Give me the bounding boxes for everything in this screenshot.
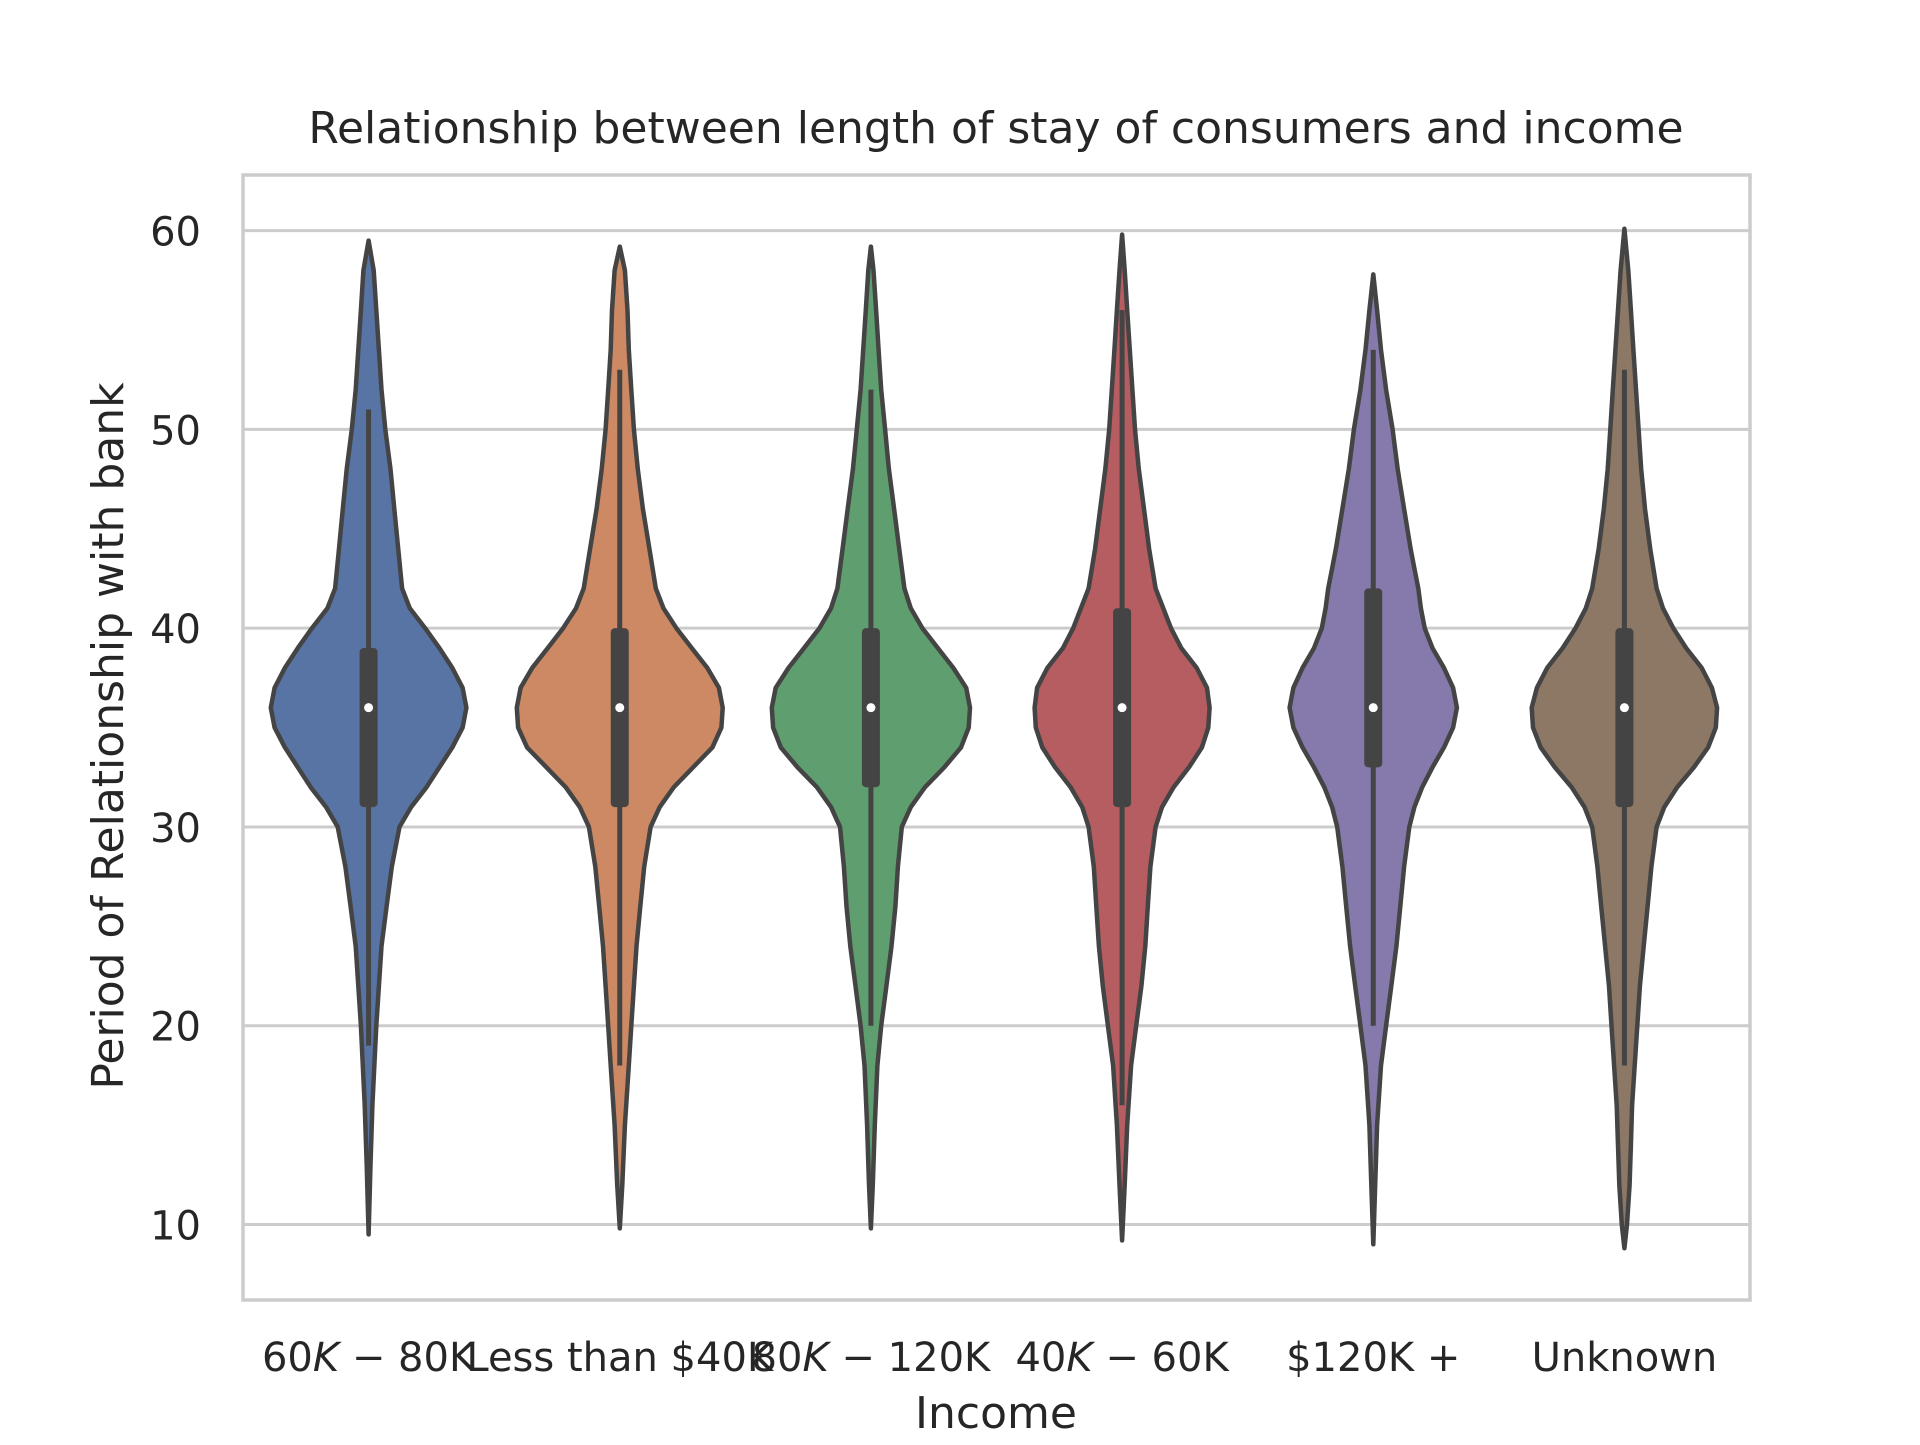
y-tick-label: 30: [150, 806, 201, 852]
y-tick-label: 10: [150, 1203, 201, 1249]
violin-iqr-box: [1364, 588, 1383, 768]
violin-median-dot: [1368, 703, 1378, 713]
y-tick-label: 50: [150, 408, 201, 454]
y-tick-label: 60: [150, 210, 201, 256]
y-tick-label: 20: [150, 1005, 201, 1051]
x-tick-label: $120K +: [1286, 1335, 1460, 1381]
y-tick-label: 40: [150, 607, 201, 653]
y-axis-title: Period of Relationship with bank: [83, 382, 134, 1090]
grid-lines: [243, 229, 1750, 1226]
violin-group: [514, 244, 725, 1231]
x-tick-label: 60K − 80K: [262, 1335, 477, 1381]
violin-iqr-box: [359, 648, 378, 808]
chart-title: Relationship between length of stay of c…: [308, 103, 1683, 154]
y-tick-labels: 10 20 30 40 50 60: [150, 210, 201, 1250]
violin-median-dot: [1619, 703, 1629, 713]
violin-iqr-box: [610, 628, 629, 808]
x-axis-title: Income: [915, 1388, 1077, 1439]
violins: [268, 226, 1720, 1251]
violin-group: [268, 238, 469, 1237]
plot-frame: [241, 173, 1752, 1302]
violin-median-dot: [1117, 703, 1127, 713]
violin-median-dot: [364, 703, 374, 713]
violin-iqr-box: [1615, 628, 1634, 808]
x-tick-label: 80K − 120K: [752, 1335, 992, 1381]
violin-group: [1529, 226, 1720, 1251]
violin-median-dot: [866, 703, 876, 713]
x-tick-label: Unknown: [1532, 1335, 1718, 1381]
x-tick-label: Less than $40K: [466, 1335, 775, 1381]
violin-median-dot: [615, 703, 625, 713]
violin-group: [1032, 232, 1212, 1243]
violin-group: [1287, 272, 1460, 1247]
x-tick-label: 40K − 60K: [1015, 1335, 1230, 1381]
violin-group: [769, 244, 973, 1231]
